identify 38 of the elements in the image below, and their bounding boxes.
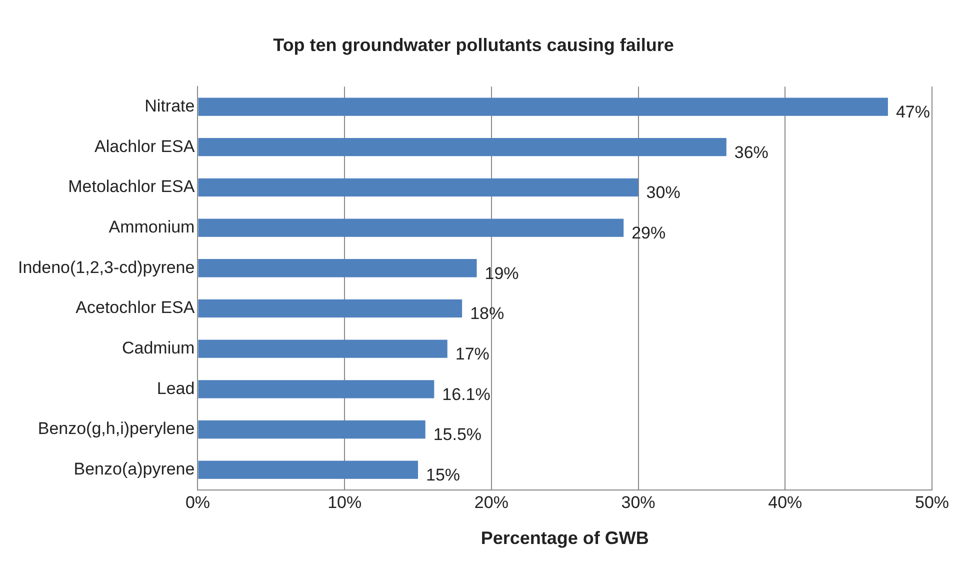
- x-tick-label: 20%: [474, 492, 508, 512]
- chart-title: Top ten groundwater pollutants causing failure: [273, 34, 674, 55]
- bar: [198, 380, 434, 398]
- data-label: 30%: [646, 183, 680, 202]
- y-tick-label: Benzo(a)pyrene: [74, 460, 195, 479]
- y-tick-label: Acetochlor ESA: [76, 298, 196, 318]
- data-label: 16.1%: [442, 384, 490, 404]
- x-tick-label: 30%: [621, 492, 656, 512]
- bar: [198, 340, 448, 358]
- data-label: 36%: [734, 142, 768, 162]
- data-label: 47%: [896, 102, 930, 122]
- data-label: 19%: [484, 264, 519, 283]
- data-label: 29%: [632, 223, 666, 242]
- data-label: 15%: [426, 466, 460, 485]
- y-tick-label: Lead: [156, 378, 195, 398]
- data-label: 18%: [470, 304, 504, 324]
- x-tick-label: 0%: [185, 492, 210, 512]
- bar: [198, 420, 426, 439]
- bar: [198, 138, 726, 156]
- y-tick-label: Indeno(1,2,3-cd)pyrene: [18, 258, 195, 277]
- bar: [198, 299, 462, 318]
- y-tick-label: Alachlor ESA: [94, 136, 196, 156]
- data-label: 17%: [455, 344, 490, 364]
- x-tick-label: 40%: [768, 492, 802, 512]
- y-tick-label: Ammonium: [108, 217, 195, 236]
- y-tick-label: Benzo(g,h,i)perylene: [38, 419, 195, 438]
- bar: [198, 460, 418, 479]
- x-tick-label: 50%: [914, 492, 950, 512]
- y-tick-label: Cadmium: [122, 338, 195, 358]
- y-tick-label: Nitrate: [144, 96, 195, 116]
- y-tick-label: Metolachlor ESA: [68, 177, 196, 196]
- x-axis-title: Percentage of GWB: [480, 528, 649, 548]
- data-label: 15.5%: [433, 425, 482, 444]
- bar: [198, 178, 638, 197]
- bar: [198, 259, 477, 278]
- x-tick-label: 10%: [328, 492, 362, 512]
- bar: [198, 98, 888, 116]
- bar: [198, 218, 624, 237]
